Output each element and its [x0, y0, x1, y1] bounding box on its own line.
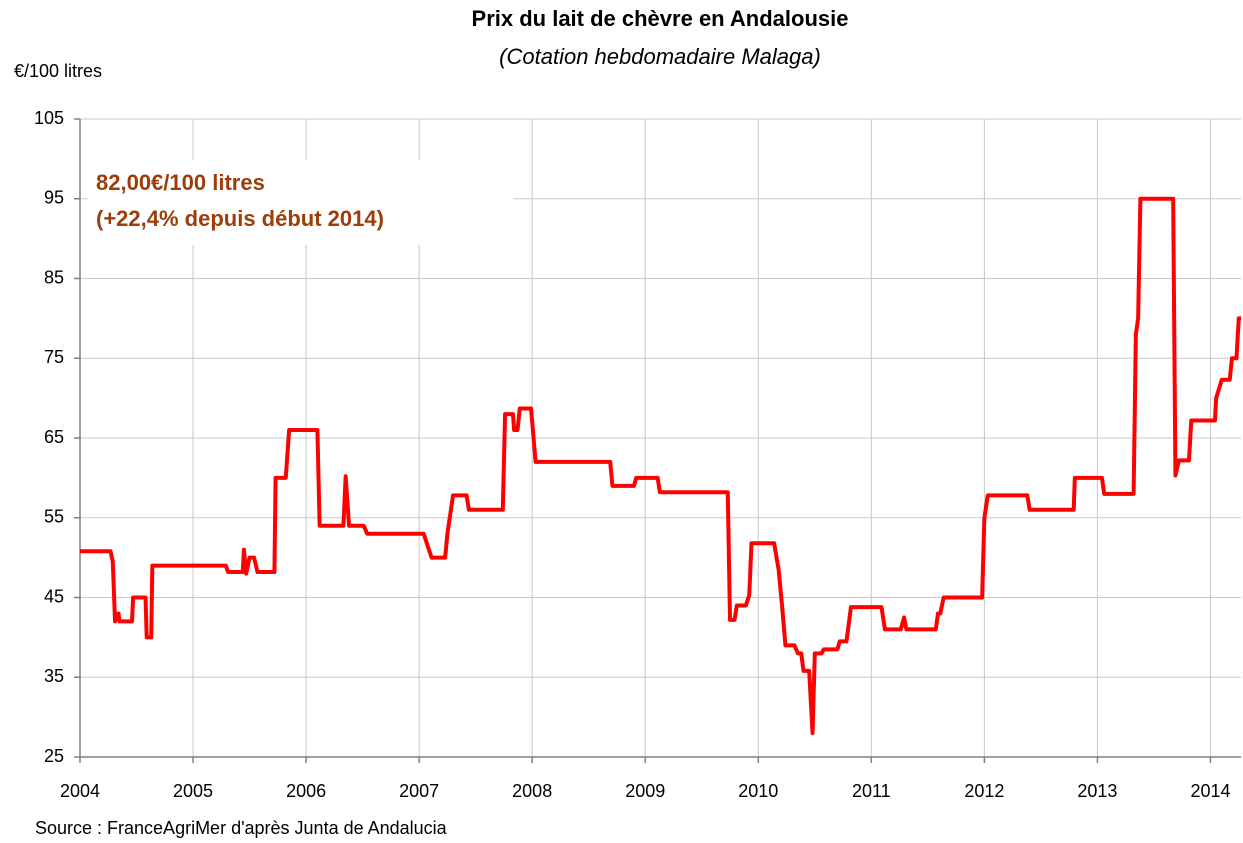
y-tick-label: 25: [44, 746, 64, 766]
x-tick-label: 2005: [173, 781, 213, 801]
y-tick-label: 95: [44, 188, 64, 208]
annotation: 82,00€/100 litres: [96, 170, 265, 195]
plot: [80, 196, 1241, 736]
y-tick-label: 35: [44, 666, 64, 686]
x-tick-label: 2007: [399, 781, 439, 801]
x-tick-label: 2008: [512, 781, 552, 801]
price-line: [80, 196, 1241, 736]
y-tick-label: 75: [44, 347, 64, 367]
y-axis-label: €/100 litres: [14, 61, 102, 81]
y-tick-label: 105: [34, 108, 64, 128]
y-tick-label: 85: [44, 267, 64, 287]
x-tick-label: 2004: [60, 781, 100, 801]
x-tick-label: 2006: [286, 781, 326, 801]
y-tick-label: 55: [44, 507, 64, 527]
x-tick-label: 2012: [964, 781, 1004, 801]
source: Source : FranceAgriMer d'après Junta de …: [35, 818, 448, 838]
x-tick-label: 2011: [852, 781, 891, 801]
annotation-box: [88, 160, 513, 245]
annotation: (+22,4% depuis début 2014): [96, 206, 384, 231]
x-tick-label: 2009: [625, 781, 665, 801]
chart-title: Prix du lait de chèvre en Andalousie: [472, 6, 849, 31]
x-tick-label: 2010: [738, 781, 778, 801]
x-tick-label: 2013: [1077, 781, 1117, 801]
chart-subtitle: (Cotation hebdomadaire Malaga): [499, 44, 821, 69]
y-tick-label: 45: [44, 586, 64, 606]
x-tick-label: 2014: [1190, 781, 1230, 801]
y-tick-label: 65: [44, 427, 64, 447]
